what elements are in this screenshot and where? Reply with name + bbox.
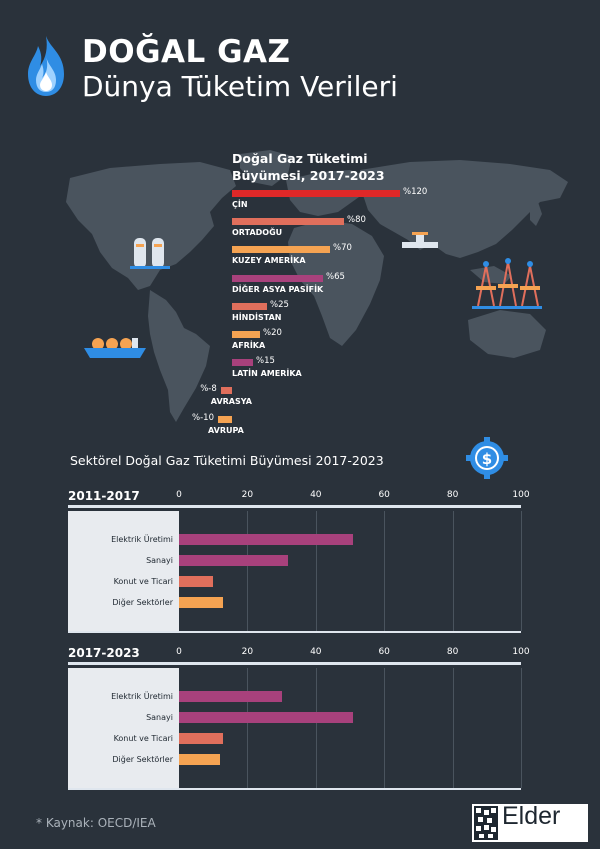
region-bar bbox=[232, 274, 323, 282]
x-tick-label: 80 bbox=[446, 490, 459, 500]
source-note: * Kaynak: OECD/IEA bbox=[36, 816, 156, 830]
panel-year-label: 2011-2017 bbox=[68, 489, 140, 503]
region-bar bbox=[232, 246, 330, 254]
sector-category-label: Sanayi bbox=[146, 556, 173, 565]
region-value-label: %25 bbox=[270, 299, 289, 310]
region-bar bbox=[218, 415, 232, 423]
sector-chart-title: Sektörel Doğal Gaz Tüketimi Büyümesi 201… bbox=[70, 453, 384, 468]
region-value-label: %-10 bbox=[192, 412, 214, 423]
page-title: DOĞAL GAZ bbox=[82, 34, 291, 70]
grid-line bbox=[521, 668, 522, 788]
flame-icon bbox=[28, 36, 64, 96]
page-subtitle: Dünya Tüketim Verileri bbox=[82, 70, 398, 103]
grid-line bbox=[521, 511, 522, 631]
region-bar bbox=[232, 190, 400, 197]
sector-bar bbox=[179, 597, 224, 608]
region-bar bbox=[232, 302, 267, 310]
region-value-label: %65 bbox=[326, 271, 345, 282]
sector-category-label: Konut ve Ticari bbox=[113, 734, 173, 743]
region-category-label: AFRİKA bbox=[232, 341, 266, 350]
sector-bar bbox=[179, 733, 224, 744]
region-category-label: KUZEY AMERİKA bbox=[232, 256, 306, 266]
x-tick-label: 20 bbox=[241, 490, 254, 500]
x-tick-label: 80 bbox=[446, 647, 459, 657]
x-tick-label: 60 bbox=[378, 647, 390, 657]
region-value-label: %-8 bbox=[200, 384, 217, 395]
region-bar bbox=[232, 218, 344, 226]
sector-category-label: Elektrik Üretimi bbox=[111, 692, 173, 701]
region-bar bbox=[232, 331, 260, 338]
region-chart-title: Doğal Gaz Tüketimi Büyümesi, 2017-2023 bbox=[232, 151, 385, 183]
gas-tanks-icon bbox=[130, 238, 170, 269]
world-map bbox=[66, 150, 568, 422]
region-category-label: DİĞER ASYA PASİFİK bbox=[232, 284, 324, 294]
region-category-label: LATİN AMERİKA bbox=[232, 369, 302, 379]
panel-top-rule bbox=[68, 662, 521, 665]
logo-pattern-icon bbox=[474, 806, 498, 840]
lng-ship-icon bbox=[84, 338, 146, 358]
x-tick-label: 100 bbox=[512, 647, 530, 657]
grid-line bbox=[247, 511, 249, 631]
sector-category-label: Sanayi bbox=[146, 713, 173, 722]
panel-year-label: 2017-2023 bbox=[68, 646, 140, 660]
x-tick-label: 20 bbox=[241, 647, 254, 657]
grid-line bbox=[315, 511, 317, 631]
grid-line bbox=[452, 511, 454, 631]
dollar-gear-icon: $ bbox=[466, 437, 508, 479]
x-tick-label: 40 bbox=[310, 647, 322, 657]
sector-category-label: Elektrik Üretimi bbox=[111, 535, 173, 544]
svg-text:$: $ bbox=[482, 450, 492, 468]
region-value-label: %70 bbox=[333, 243, 352, 254]
region-value-label: %80 bbox=[347, 215, 366, 226]
region-category-label: ORTADOĞU bbox=[232, 228, 283, 238]
grid-line bbox=[315, 668, 317, 788]
region-value-label: %20 bbox=[263, 328, 282, 338]
sector-category-label: Konut ve Ticari bbox=[113, 577, 173, 586]
panel-bottom-rule bbox=[68, 631, 521, 633]
x-tick-label: 0 bbox=[176, 647, 182, 657]
sector-bar bbox=[179, 754, 221, 765]
region-bar bbox=[232, 359, 253, 367]
region-category-label: ÇİN bbox=[232, 200, 248, 209]
region-category-label: AVRUPA bbox=[208, 425, 244, 435]
grid-line bbox=[384, 511, 386, 631]
region-value-label: %15 bbox=[256, 356, 275, 367]
sector-bar bbox=[179, 534, 354, 545]
oil-rig-icon bbox=[472, 258, 542, 309]
pipeline-valve-icon bbox=[402, 232, 438, 248]
sector-category-label: Diğer Sektörler bbox=[112, 755, 173, 764]
panel-label-box bbox=[68, 511, 179, 631]
panel-bottom-rule bbox=[68, 788, 521, 790]
grid-line bbox=[452, 668, 454, 788]
x-tick-label: 60 bbox=[378, 490, 390, 500]
region-bar bbox=[220, 387, 232, 395]
x-tick-label: 0 bbox=[176, 490, 182, 500]
sector-category-label: Diğer Sektörler bbox=[112, 598, 173, 607]
sector-bar bbox=[179, 555, 289, 566]
sector-bar bbox=[179, 576, 214, 587]
panel-label-box bbox=[68, 668, 179, 788]
panel-top-rule bbox=[68, 505, 521, 508]
logo-text: Elder bbox=[502, 802, 561, 830]
sector-bar bbox=[179, 712, 354, 723]
x-tick-label: 100 bbox=[512, 490, 530, 500]
region-category-label: HİNDİSTAN bbox=[232, 312, 282, 322]
x-tick-label: 40 bbox=[310, 490, 322, 500]
grid-line bbox=[384, 668, 386, 788]
grid-line bbox=[247, 668, 249, 788]
region-value-label: %120 bbox=[403, 187, 428, 197]
sector-bar bbox=[179, 691, 282, 702]
region-category-label: AVRASYA bbox=[210, 397, 252, 407]
